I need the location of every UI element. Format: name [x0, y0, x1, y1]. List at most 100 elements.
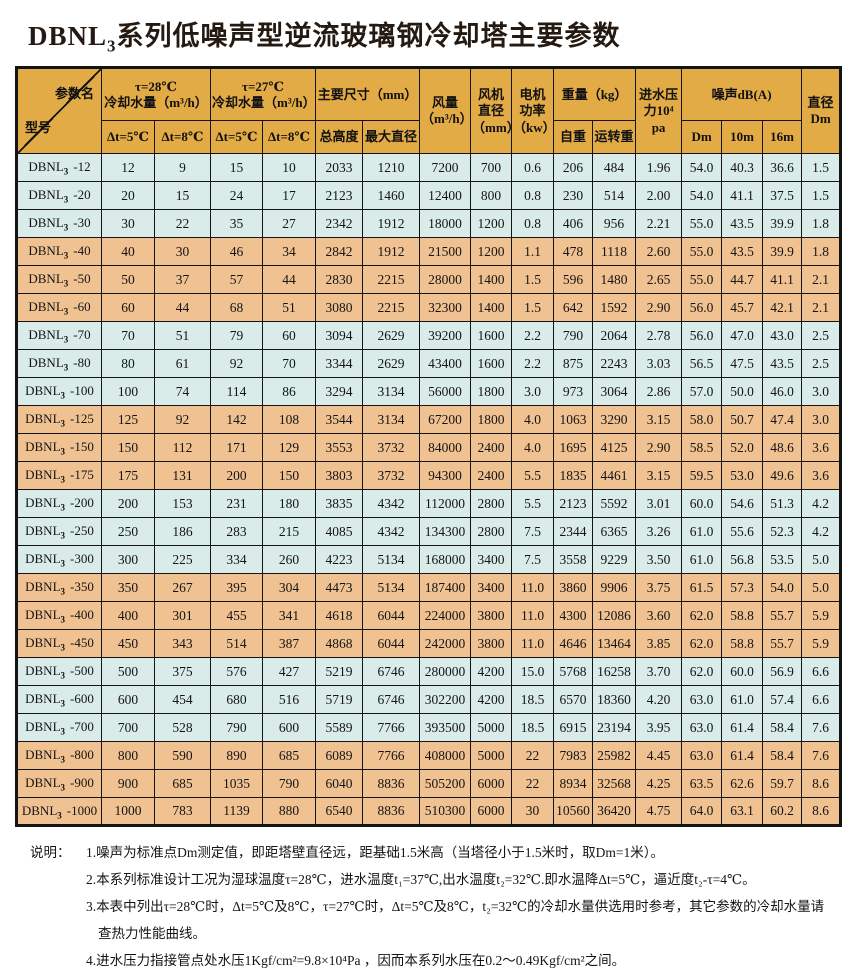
- value-cell: 408000: [419, 741, 472, 771]
- value-cell: 7200: [419, 153, 472, 183]
- value-cell: 2215: [362, 265, 421, 295]
- value-cell: 64.0: [681, 797, 723, 827]
- value-cell: 125: [101, 405, 155, 435]
- value-cell: 5.9: [801, 629, 842, 659]
- value-cell: 224000: [419, 601, 472, 631]
- value-cell: 10: [262, 153, 317, 183]
- value-cell: 6915: [553, 713, 594, 743]
- note-item-3: 3.本表中列出τ=28℃时，Δt=5℃及8℃，τ=27℃时，Δt=5℃及8℃，t…: [86, 899, 825, 942]
- subheader-max-diameter: 最大直径: [362, 120, 421, 155]
- value-cell: 5134: [362, 545, 421, 575]
- value-cell: 56.9: [762, 657, 803, 687]
- value-cell: 43400: [419, 349, 472, 379]
- model-cell: DBNL3 -150: [16, 433, 102, 463]
- model-cell: DBNL3 -200: [16, 489, 102, 519]
- value-cell: 4646: [553, 629, 594, 659]
- model-cell: DBNL3 -12: [16, 153, 102, 183]
- value-cell: 18360: [592, 685, 637, 715]
- value-cell: 92: [153, 405, 212, 435]
- value-cell: 18.5: [511, 713, 555, 743]
- value-cell: 9: [153, 153, 212, 183]
- value-cell: 1063: [553, 405, 594, 435]
- header-fan-diameter: 风机 直径 （mm）: [470, 67, 513, 155]
- value-cell: 3134: [362, 377, 421, 407]
- header-group-weight: 重量（kg）: [553, 67, 637, 122]
- value-cell: 3558: [553, 545, 594, 575]
- value-cell: 7.5: [511, 545, 555, 575]
- subheader-dt8-27: Δt=8℃: [262, 120, 317, 155]
- value-cell: 2.78: [635, 321, 683, 351]
- value-cell: 302200: [419, 685, 472, 715]
- notes-section: 说明： 1.噪声为标准点Dm测定值，即距塔壁直径远，距基础1.5米高（当塔径小于…: [30, 839, 830, 974]
- value-cell: 2.1: [801, 293, 842, 323]
- value-cell: 43.5: [721, 237, 764, 267]
- subheader-running-weight: 运转重: [592, 120, 637, 155]
- subheader-noise-16m: 16m: [762, 120, 803, 155]
- value-cell: 1035: [210, 769, 264, 799]
- value-cell: 44: [262, 265, 317, 295]
- value-cell: 395: [210, 573, 264, 603]
- value-cell: 800: [470, 181, 513, 211]
- value-cell: 131: [153, 461, 212, 491]
- value-cell: 341: [262, 601, 317, 631]
- value-cell: 2123: [553, 489, 594, 519]
- value-cell: 8.6: [801, 797, 842, 827]
- value-cell: 576: [210, 657, 264, 687]
- value-cell: 680: [210, 685, 264, 715]
- value-cell: 12400: [419, 181, 472, 211]
- value-cell: 1600: [470, 321, 513, 351]
- value-cell: 1835: [553, 461, 594, 491]
- table-row: DBNL3 -900 900 685 1035 790 6040 8836 505200 6000…: [16, 769, 842, 799]
- value-cell: 590: [153, 741, 212, 771]
- value-cell: 2800: [470, 517, 513, 547]
- value-cell: 900: [101, 769, 155, 799]
- value-cell: 600: [101, 685, 155, 715]
- value-cell: 260: [262, 545, 317, 575]
- model-cell: DBNL3 -350: [16, 573, 102, 603]
- value-cell: 478: [553, 237, 594, 267]
- value-cell: 6089: [315, 741, 364, 771]
- value-cell: 242000: [419, 629, 472, 659]
- value-cell: 23194: [592, 713, 637, 743]
- value-cell: 2.5: [801, 349, 842, 379]
- table-row: DBNL3 -700 700 528 790 600 5589 7766 393500 5000 1…: [16, 713, 842, 743]
- value-cell: 12: [101, 153, 155, 183]
- value-cell: 3544: [315, 405, 364, 435]
- value-cell: 5.5: [511, 461, 555, 491]
- value-cell: 86: [262, 377, 317, 407]
- value-cell: 5.0: [801, 545, 842, 575]
- value-cell: 6570: [553, 685, 594, 715]
- value-cell: 44: [153, 293, 212, 323]
- value-cell: 4.0: [511, 433, 555, 463]
- table-row: DBNL3 -70 70 51 79 60 3094 2629 39200 1600 2.2 790 2…: [16, 321, 842, 351]
- value-cell: 596: [553, 265, 594, 295]
- value-cell: 5.0: [801, 573, 842, 603]
- value-cell: 5.5: [511, 489, 555, 519]
- value-cell: 142: [210, 405, 264, 435]
- value-cell: 15: [153, 181, 212, 211]
- value-cell: 300: [101, 545, 155, 575]
- note-line: 2.本系列标准设计工况为湿球温度τ=28℃，进水温度t₁=37℃,出水温度t₂=…: [30, 866, 830, 893]
- value-cell: 790: [553, 321, 594, 351]
- value-cell: 50.0: [721, 377, 764, 407]
- value-cell: 3.26: [635, 517, 683, 547]
- value-cell: 393500: [419, 713, 472, 743]
- value-cell: 6540: [315, 797, 364, 827]
- value-cell: 150: [262, 461, 317, 491]
- value-cell: 79: [210, 321, 264, 351]
- value-cell: 58.8: [721, 601, 764, 631]
- model-cell: DBNL3 -100: [16, 377, 102, 407]
- value-cell: 230: [553, 181, 594, 211]
- value-cell: 3344: [315, 349, 364, 379]
- value-cell: 11.0: [511, 573, 555, 603]
- value-cell: 1118: [592, 237, 637, 267]
- value-cell: 875: [553, 349, 594, 379]
- value-cell: 8836: [362, 797, 421, 827]
- value-cell: 1592: [592, 293, 637, 323]
- table-body: DBNL3 -12 12 9 15 10 2033 1210 7200 700 0.6 206 484 1…: [16, 153, 842, 827]
- header-inlet-pressure: 进水压 力10⁴ pa: [635, 67, 683, 155]
- header-group-noise: 噪声dB(A): [681, 67, 803, 122]
- table-header: 参数名 型号 τ=28℃ 冷却水量（m³/h） τ=27℃ 冷却水量（m³/h）…: [16, 67, 842, 155]
- value-cell: 61.0: [681, 545, 723, 575]
- value-cell: 5592: [592, 489, 637, 519]
